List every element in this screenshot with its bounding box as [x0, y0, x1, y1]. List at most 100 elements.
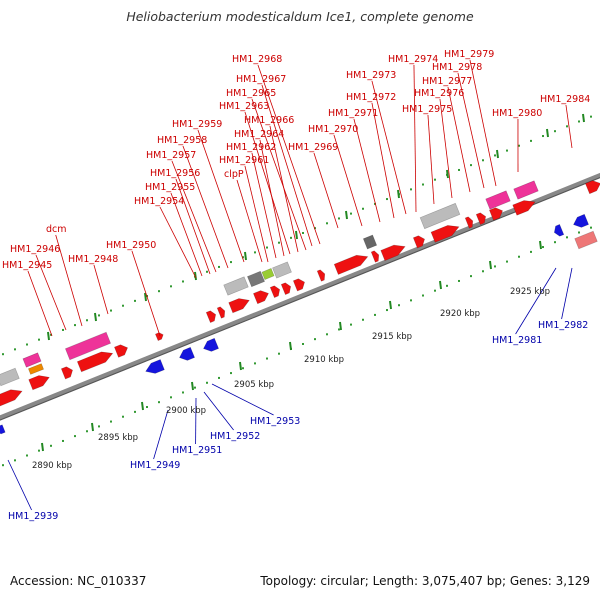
label-leader-line [251, 98, 307, 251]
major-tick [295, 230, 298, 240]
label-leader-line [211, 383, 274, 416]
reverse-track-dot [170, 396, 172, 399]
forward-gene-label: HM1_2969 [288, 142, 338, 153]
major-tick [141, 401, 144, 411]
forward-gene-label: HM1_2971 [328, 108, 378, 119]
forward-track-dot [530, 139, 532, 142]
forward-gene [380, 244, 406, 261]
label-leader-line [333, 134, 363, 227]
forward-gene [216, 306, 226, 319]
forward-gene [292, 278, 305, 292]
rna-gene [485, 190, 511, 210]
label-leader-line [55, 234, 83, 327]
forward-gene [316, 269, 326, 282]
forward-track-dot [206, 270, 208, 273]
label-leader-line [261, 84, 313, 247]
rna-gene [65, 331, 111, 361]
forward-track-dot [554, 130, 556, 133]
forward-track-dot [158, 290, 160, 293]
forward-track-dot [578, 120, 580, 123]
label-leader-line [457, 72, 485, 189]
forward-track-dot [374, 202, 376, 205]
forward-gene-label: HM1_2957 [146, 150, 196, 161]
reverse-track-dot [110, 420, 112, 423]
reverse-track-dot [386, 309, 388, 312]
reverse-gene-label: HM1_2939 [8, 511, 58, 522]
reverse-track-dot [146, 406, 148, 409]
reverse-track-dot [182, 391, 184, 394]
forward-track-dot [86, 319, 88, 322]
forward-gene-label: HM1_2975 [402, 104, 452, 115]
forward-track-dot [50, 333, 52, 336]
forward-track-dot [242, 256, 244, 259]
forward-gene [0, 389, 23, 407]
forward-gene [585, 180, 600, 195]
forward-gene-label: HM1_2954 [134, 196, 184, 207]
reverse-track-dot [206, 381, 208, 384]
label-leader-line [313, 152, 339, 229]
reverse-track-dot [242, 367, 244, 370]
label-leader-line [35, 254, 67, 331]
major-tick [345, 210, 348, 220]
forward-gene-label: clpP [224, 169, 244, 180]
forward-track-dot [422, 183, 424, 186]
forward-track-dot [566, 125, 568, 128]
forward-track-dot [62, 328, 64, 331]
pseudo-gene [362, 234, 378, 250]
forward-gene-label: HM1_2956 [150, 168, 200, 179]
reverse-track-dot [218, 376, 220, 379]
forward-gene-label: HM1_2950 [106, 240, 156, 251]
reverse-track-dot [374, 313, 376, 316]
forward-gene [114, 344, 128, 358]
forward-track-dot [254, 251, 256, 254]
reverse-gene [0, 424, 6, 435]
reverse-track-dot [122, 415, 124, 418]
major-tick [439, 280, 442, 290]
label-leader-line [170, 192, 203, 277]
reverse-gene-label: HM1_2981 [492, 335, 542, 346]
major-tick [446, 169, 449, 179]
label-leader-line [244, 111, 291, 255]
forward-gene [280, 282, 292, 295]
major-tick [94, 312, 97, 322]
label-leader-line [93, 264, 109, 315]
forward-gene-label: HM1_2978 [432, 62, 482, 73]
reverse-gene [573, 213, 589, 228]
forward-gene [155, 332, 164, 341]
reverse-track-dot [134, 410, 136, 413]
reverse-track-dot [98, 425, 100, 428]
reverse-track-dot [194, 386, 196, 389]
genome-title: Heliobacterium modesticaldum Ice1, compl… [126, 9, 474, 24]
reverse-gene [203, 337, 219, 352]
forward-track-dot [98, 314, 100, 317]
forward-track-dot [518, 144, 520, 147]
major-tick [389, 300, 392, 310]
forward-track-dot [14, 348, 16, 351]
forward-gene-label: HM1_2970 [308, 124, 358, 135]
forward-track-dot [482, 159, 484, 162]
major-tick [339, 321, 342, 331]
forward-gene [333, 254, 369, 275]
forward-gene-label: HM1_2962 [226, 142, 276, 153]
reverse-track-dot [230, 372, 232, 375]
reverse-track-dot [326, 333, 328, 336]
label-leader-line [197, 129, 245, 263]
major-tick [539, 240, 542, 250]
label-leader-line [257, 64, 321, 245]
forward-track-dot [230, 261, 232, 264]
reverse-gene [179, 346, 195, 361]
reverse-track-dot [362, 318, 364, 321]
forward-gene-label: HM1_2959 [172, 119, 222, 130]
reverse-track-dot [458, 279, 460, 282]
label-leader-line [427, 114, 435, 205]
pseudo-gene [223, 276, 249, 296]
label-leader-line [153, 409, 169, 460]
forward-gene-label: dcm [46, 224, 67, 235]
forward-gene-label: HM1_2964 [234, 129, 284, 140]
forward-track-dot [110, 309, 112, 312]
rna-gene [261, 268, 275, 280]
major-tick [91, 422, 94, 432]
reverse-track-dot [518, 255, 520, 258]
pseudo-gene [247, 270, 265, 288]
major-tick [194, 271, 197, 281]
